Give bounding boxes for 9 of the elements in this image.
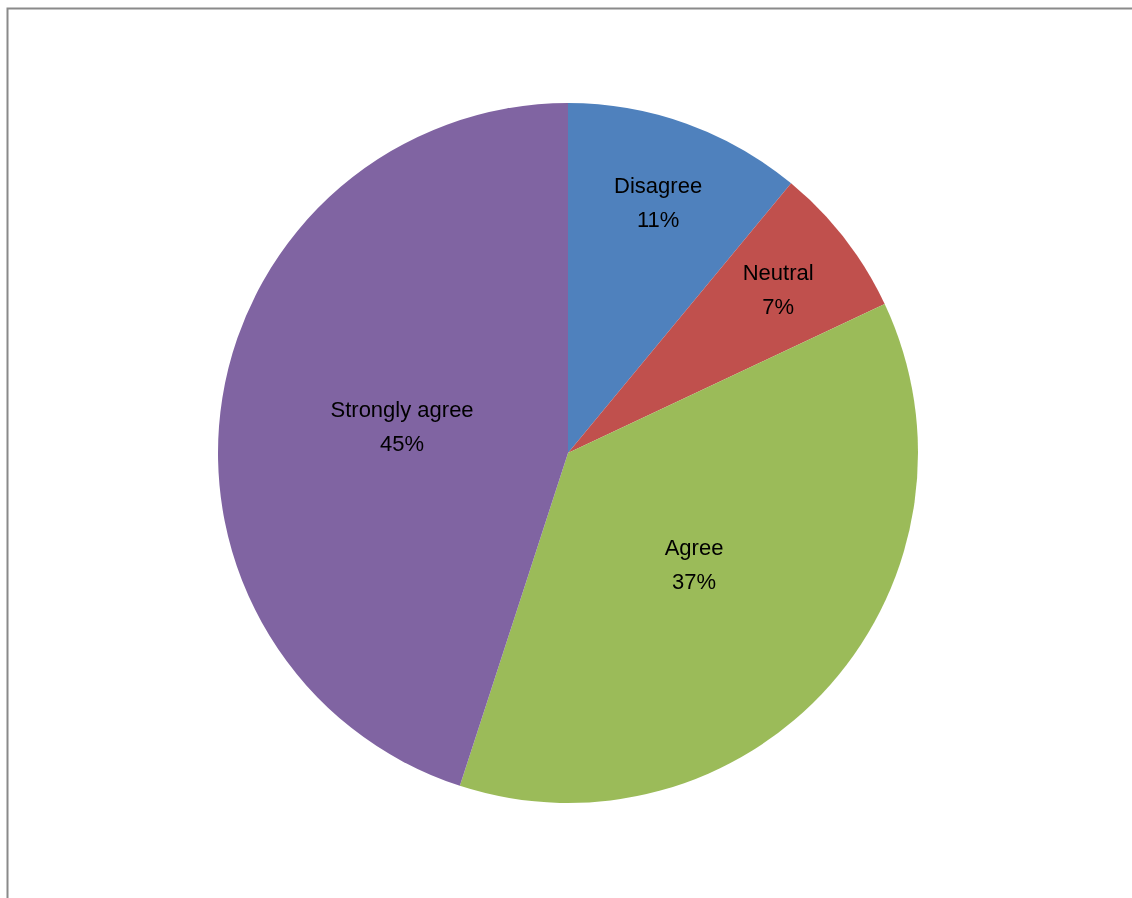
pie-slice xyxy=(218,103,568,786)
data-label: 11% xyxy=(636,207,680,233)
data-label: 7% xyxy=(762,294,795,320)
slice-label: Agree xyxy=(664,534,724,560)
slice-label: Disagree xyxy=(614,173,703,199)
slice-label: Neutral xyxy=(742,260,814,286)
slice-label: Strongly agree xyxy=(330,397,474,423)
data-label: 37% xyxy=(672,568,717,594)
data-label: 45% xyxy=(380,431,425,457)
